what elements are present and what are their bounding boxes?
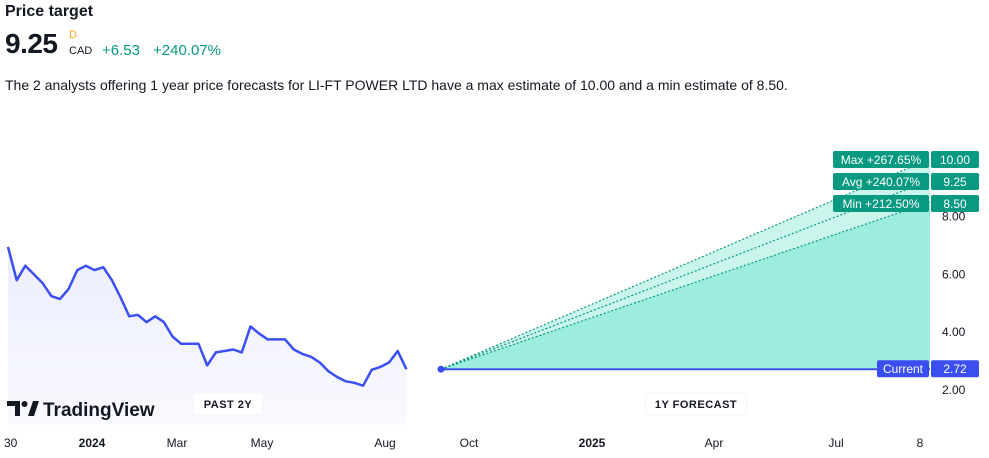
history-area: [8, 246, 407, 425]
current-price-dot[interactable]: [437, 365, 445, 373]
x-tick-label: Oct: [460, 436, 479, 450]
forecast-min-pct-label: Min +212.50%: [842, 197, 919, 211]
current-value: 2.72: [943, 362, 967, 376]
forecast-description: The 2 analysts offering 1 year price for…: [5, 77, 788, 93]
change-absolute: +6.53: [102, 42, 140, 59]
forecast-min-tag[interactable]: Min +212.50% 8.50: [833, 195, 979, 212]
x-tick-label: 2024: [79, 436, 106, 450]
x-tick-label: Aug: [374, 436, 395, 450]
forecast-avg-value-box: [931, 173, 979, 190]
x-tick-label: May: [251, 436, 274, 450]
y-tick-label: 8.00: [942, 210, 966, 224]
past-2y-button[interactable]: PAST 2Y: [192, 392, 264, 416]
change-percent: +240.07%: [153, 42, 221, 59]
tradingview-logo-text: TradingView: [43, 400, 155, 421]
x-tick-label: 2025: [579, 436, 606, 450]
y-tick-label: 2.00: [942, 383, 966, 397]
forecast-1y-button[interactable]: 1Y FORECAST: [645, 392, 747, 416]
history-price-line[interactable]: [6, 246, 408, 387]
tradingview-logo-icon: [7, 401, 39, 416]
current-label-box: [877, 360, 929, 378]
forecast-avg-tag[interactable]: Avg +240.07% 9.25: [833, 173, 979, 190]
forecast-max-pct-label: Max +267.65%: [841, 153, 922, 167]
forecast-min-pct-box: [833, 195, 929, 212]
y-tick-label: 6.00: [942, 267, 966, 281]
forecast-max-value-box: [931, 151, 979, 168]
current-price-tag[interactable]: Current 2.72: [877, 360, 979, 378]
forecast-avg-value-label: 9.25: [943, 175, 967, 189]
forecast-max-line: [440, 158, 931, 370]
page-title: Price target: [5, 3, 94, 20]
forecast-1y-label: 1Y FORECAST: [655, 399, 737, 411]
x-tick-label: 30: [4, 436, 18, 450]
currency-label: CAD: [69, 45, 93, 57]
forecast-min-value-label: 8.50: [943, 197, 967, 211]
forecast-max-pct-box: [833, 151, 929, 168]
x-tick-label: Jul: [828, 436, 843, 450]
delayed-flag[interactable]: D: [69, 29, 77, 41]
forecast-max-tag[interactable]: Max +267.65% 10.00: [833, 151, 979, 168]
current-label: Current: [883, 362, 924, 376]
price-target-value: 9.25: [5, 28, 58, 59]
forecast-min-value-box: [931, 195, 979, 212]
forecast-max-value-label: 10.00: [940, 153, 970, 167]
x-tick-label: 8: [917, 436, 924, 450]
tradingview-logo[interactable]: TradingView: [7, 400, 155, 421]
past-2y-label: PAST 2Y: [204, 399, 253, 411]
forecast-avg-pct-box: [833, 173, 929, 190]
x-tick-label: Mar: [167, 436, 188, 450]
x-tick-label: Apr: [705, 436, 724, 450]
current-value-box: [931, 360, 979, 378]
y-tick-label: 4.00: [942, 325, 966, 339]
forecast-avg-pct-label: Avg +240.07%: [842, 175, 921, 189]
